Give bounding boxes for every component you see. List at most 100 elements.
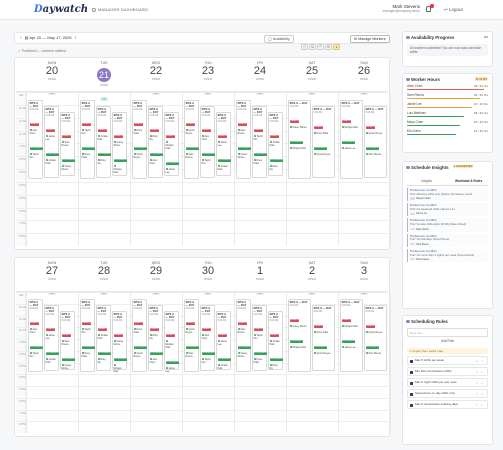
shift-card[interactable]: SITE A — DAY 9:00 AM NEEDS Alex Chen ASSIGNE… [199, 305, 216, 371]
tab-insights[interactable]: Insights [421, 179, 432, 183]
manage-workers-button[interactable]: ⚙ Manage Workers [350, 35, 390, 43]
shift-card[interactable]: SITE A — DAY 9:00 AM NEEDS Riley Ng ASSIGNED… [147, 305, 164, 371]
shift-card[interactable]: SITE A — DAY 9:00 AM NEEDS Quinn Reyes ASSIG… [363, 105, 387, 178]
shift-card[interactable]: SITE A — DAY 9:00 AM NEEDS Sam Rivera ASSIGN… [235, 99, 252, 180]
day-header[interactable]: MON 20 OPEN 1/3 [26, 60, 78, 95]
worker-hours-row[interactable]: Jamie Lee 32 / 40 hrs [407, 102, 488, 111]
shift-card[interactable]: SITE A — DAY 9:00 AM NEEDS Morgan Diaz ASSIG… [163, 111, 180, 176]
day-header[interactable]: THU 23 OPEN 1/3 [182, 60, 234, 95]
worker-hours-row[interactable]: Alice Chen 38 / 40 hrs [407, 84, 488, 93]
logout-button[interactable]: ↩ Logout [444, 7, 463, 12]
app-logo[interactable]: Daywatch [34, 4, 89, 15]
chevron-left-icon[interactable]: ‹ [20, 35, 22, 41]
tab-workload-rules[interactable]: Workload & Rules [455, 179, 483, 183]
add-rule-button[interactable]: Add Rule [440, 339, 455, 343]
shift-card[interactable]: SITE A — DAY 9:00 AM NEEDS Taylor Kim ASSIGN… [251, 105, 268, 178]
undo-icon[interactable]: ↶ [317, 44, 324, 50]
shift-card[interactable]: SITE A — DAY 9:00 AM NEEDS Alex Chen ASSIGNE… [27, 299, 44, 372]
day-header[interactable]: SUN 3 OPEN 1/2 [338, 260, 390, 295]
rule-checkbox[interactable] [410, 360, 413, 363]
day-header[interactable]: TUE 21 OPEN 1/3 [78, 60, 130, 101]
rule-item[interactable]: Max 6 consecutive working days ✎ ✕ [407, 400, 488, 409]
shift-card[interactable]: SITE A — DAY 9:00 AM NEEDS Jamie Lee ASSIGNE… [215, 311, 232, 370]
rule-item[interactable]: Max 6 night shifts per pay cycle ✎ ✕ [407, 378, 488, 387]
shift-card[interactable]: SITE A — DAY 9:00 AM NEEDS Alex Chen ASSIGNE… [27, 99, 44, 180]
shift-card[interactable]: SITE A — DAY 9:00 AM NEEDS Jordan Park ASSIG… [95, 305, 112, 371]
rule-item[interactable]: Min 10h rest between shifts ✎ ✕ [407, 367, 488, 376]
shift-card[interactable]: SITE A — DAY 9:00 AM NEEDS Casey Moore ASSIG… [111, 311, 128, 373]
day-header[interactable]: SUN 26 OPEN 1/2 [338, 60, 390, 95]
print-icon[interactable]: ⎙ [301, 44, 308, 50]
conflict-item[interactable]: Preference Conflict: Pref: No late shifts… [407, 218, 488, 232]
day-header[interactable]: FRI 1 OPEN 1/3 [234, 260, 286, 295]
rule-item[interactable]: Supervisors on day shifts only ✎ ✕ [407, 389, 488, 398]
shift-card[interactable]: SITE A — DAY 9:00 AM NEEDS Morgan Diaz ASSIG… [163, 311, 180, 373]
rule-checkbox[interactable] [410, 382, 413, 385]
date-range-selector[interactable]: ‹ ▤ Apr 20 — May 17, 2026 › [20, 35, 77, 41]
day-header[interactable]: FRI 24 OPEN 1/3 [234, 60, 286, 95]
worker-hours-row[interactable]: Maya Chen 26 / 40 hrs [407, 120, 488, 129]
shift-card[interactable]: SITE A — DAY 9:00 AM NEEDS Quinn Reyes ASSIG… [183, 99, 200, 180]
copy-icon[interactable]: ⧉ [309, 44, 316, 50]
worker-hours-row[interactable]: Eric Kahn 24 / 40 hrs [407, 129, 488, 138]
conflict-item[interactable]: Preference Conflict: Pref: Morning shifts… [407, 188, 488, 202]
shift-card[interactable]: SITE A — DAY 9:00 AM NEEDS Jordan Park ASSIG… [95, 105, 112, 178]
shift-card[interactable]: SITE A — DAY 9:00 AM NEEDS Drew Patel ASSIGN… [131, 299, 148, 372]
lock-icon[interactable]: ● [333, 44, 340, 50]
chevron-right-icon[interactable]: › [74, 35, 77, 41]
bell-icon[interactable] [426, 6, 431, 12]
rule-actions[interactable]: ✎ ✕ [475, 393, 484, 396]
day-header[interactable]: SAT 25 OPEN 1/2 [286, 60, 338, 95]
day-header[interactable]: MON 27 OPEN 1/3 [26, 260, 78, 295]
shift-card[interactable]: SITE A — DAY 9:00 AM NEEDS Drew Patel ASSIGN… [311, 105, 335, 178]
day-header[interactable]: WED 22 OPEN 1/3 [130, 60, 182, 95]
shift-card[interactable]: SITE A — DAY 9:00 AM NEEDS Quinn Reyes ASSIG… [183, 299, 200, 372]
conflict-item[interactable]: Preference Conflict: Pref: No Sundays (No… [407, 233, 488, 247]
shift-card[interactable]: SITE A — DAY 9:00 AM NEEDS Drew Patel ASSIGN… [131, 99, 148, 180]
assigned-worker: Taylor Kim [81, 328, 93, 334]
shift-card[interactable]: SITE A — DAY 9:00 AM NEEDS Casey Moore ASSIG… [287, 99, 311, 180]
day-header[interactable]: THU 30 OPEN 1/3 [182, 260, 234, 295]
conflict-item[interactable]: Preference Conflict: Pref: No more than 3… [407, 248, 488, 263]
shift-card[interactable]: SITE A — DAY 9:00 AM NEEDS Quinn Reyes ASSIG… [363, 305, 387, 371]
shift-card[interactable]: SITE A — DAY 9:00 AM NEEDS Morgan Diaz ASSIG… [339, 299, 363, 372]
shift-card[interactable]: SITE A — DAY 9:00 AM NEEDS Jordan Park ASSIG… [267, 111, 284, 176]
new-rule-input[interactable]: New rule... [407, 328, 488, 337]
day-header[interactable]: WED 29 OPEN 1/3 [130, 260, 182, 295]
rule-actions[interactable]: ✎ ✕ [475, 371, 484, 374]
shift-card[interactable]: SITE A — DAY 9:00 AM NEEDS Jamie Lee ASSIGNE… [43, 105, 60, 178]
hour-line [16, 397, 388, 399]
coverage-pill: 1/2 [308, 91, 316, 95]
shift-card[interactable]: SITE A — DAY 9:00 AM NEEDS Jamie Lee ASSIGNE… [43, 305, 60, 371]
shift-card[interactable]: SITE A — DAY 9:00 AM NEEDS Jamie Lee ASSIGNE… [215, 111, 232, 176]
shift-card[interactable]: SITE A — DAY 9:00 AM NEEDS Riley Ng ASSIGNED… [147, 105, 164, 178]
shift-card[interactable]: SITE A — DAY 9:00 AM NEEDS Casey Moore ASSIG… [287, 299, 311, 372]
worker-name: Casey Moore [113, 340, 124, 347]
shift-card[interactable]: SITE A — DAY 9:00 AM NEEDS Sam Rivera ASSIGN… [59, 111, 76, 176]
shift-card[interactable]: SITE A — DAY 9:00 AM NEEDS Drew Patel ASSIGN… [311, 305, 335, 371]
shift-card[interactable]: SITE A — DAY 9:00 AM NEEDS Jordan Park ASSIG… [267, 311, 284, 370]
rule-actions[interactable]: ✎ ✕ [475, 360, 484, 363]
shift-card[interactable]: SITE A — DAY 9:00 AM NEEDS Sam Rivera ASSIGN… [59, 311, 76, 370]
rule-checkbox[interactable] [410, 393, 413, 396]
rule-checkbox[interactable] [410, 404, 413, 407]
conflict-item[interactable]: Preference Conflict: Pref: No weekend shi… [407, 203, 488, 217]
day-header[interactable]: TUE 28 OPEN 1/3 [78, 260, 130, 295]
rule-actions[interactable]: ✎ ✕ [475, 382, 484, 385]
rule-item[interactable]: Max 5 shifts per week ✎ ✕ [407, 356, 488, 365]
shift-card[interactable]: SITE A — DAY 9:00 AM NEEDS Sam Rivera ASSIGN… [235, 299, 252, 372]
settings-icon[interactable]: ⚙ [325, 44, 332, 50]
shift-card[interactable]: SITE A — DAY 9:00 AM NEEDS Casey Moore ASSIG… [111, 111, 128, 176]
worker-hours-row[interactable]: Sam Rivera 36 / 40 hrs [407, 93, 488, 102]
shift-card[interactable]: SITE A — DAY 9:00 AM NEEDS Taylor Kim ASSIGN… [79, 99, 96, 180]
rule-checkbox[interactable] [410, 371, 413, 374]
worker-hours-row[interactable]: Luis Martinez 28 / 40 hrs [407, 111, 488, 120]
availability-toggle[interactable]: ◯ Availability [264, 35, 294, 43]
shift-card[interactable]: SITE A — DAY 9:00 AM NEEDS Taylor Kim ASSIGN… [251, 305, 268, 371]
rule-actions[interactable]: ✎ ✕ [475, 404, 484, 407]
shift-card[interactable]: SITE A — DAY 9:00 AM NEEDS Morgan Diaz ASSIG… [339, 99, 363, 180]
import-labor-law[interactable]: ⚠ Import from Labor Law [407, 348, 488, 354]
shift-card[interactable]: SITE A — DAY 9:00 AM NEEDS Taylor Kim ASSIGN… [79, 299, 96, 372]
shift-card[interactable]: SITE A — DAY 9:00 AM NEEDS Alex Chen ASSIGNE… [199, 105, 216, 178]
day-header[interactable]: SAT 2 OPEN 1/2 [286, 260, 338, 295]
